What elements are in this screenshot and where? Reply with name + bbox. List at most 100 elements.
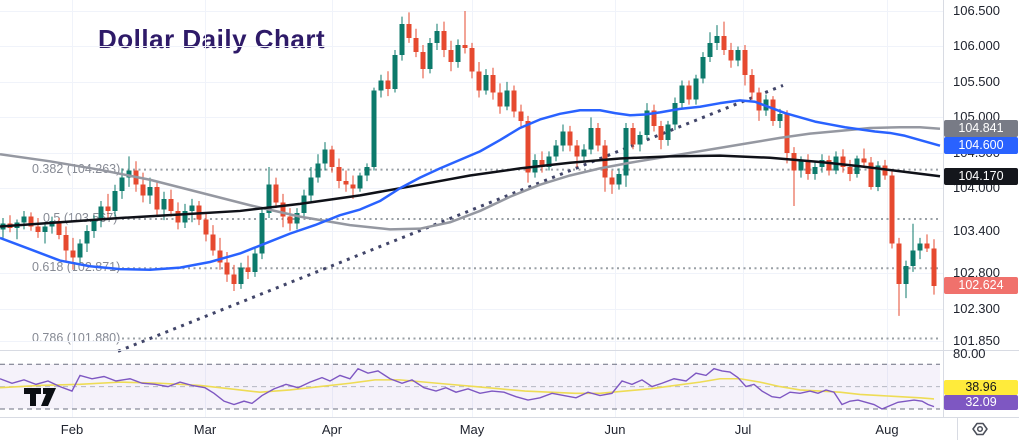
ma-black-line[interactable] (0, 154, 941, 228)
candle (567, 125, 573, 152)
candle (175, 202, 181, 230)
candle (105, 193, 111, 219)
candle (245, 255, 251, 280)
candle (434, 23, 440, 50)
candle (931, 239, 937, 295)
candle (455, 39, 461, 68)
candle (707, 32, 713, 63)
candle (84, 225, 90, 253)
candle (616, 168, 622, 190)
candle (749, 69, 755, 100)
candle (308, 166, 314, 202)
candle (546, 151, 552, 171)
candle (371, 87, 377, 171)
candle (77, 239, 83, 263)
candle (406, 12, 412, 43)
candle (448, 40, 454, 72)
candle (462, 11, 468, 54)
candle (231, 264, 237, 292)
candle (182, 203, 188, 228)
candle (322, 142, 328, 171)
candle (469, 42, 475, 79)
candle (791, 147, 797, 206)
candle (826, 155, 832, 176)
candle (875, 161, 881, 192)
candle (525, 115, 531, 183)
candle (350, 175, 356, 199)
candle (644, 103, 650, 141)
rsi-line[interactable] (0, 367, 935, 410)
fib-label-0382[interactable]: 0.382 (104.263) (32, 161, 121, 176)
candle (665, 120, 671, 146)
candle (154, 181, 160, 216)
candle (693, 74, 699, 105)
price-scale[interactable] (944, 0, 1019, 418)
candle (714, 25, 720, 50)
rsi-ma-line[interactable] (0, 377, 935, 400)
candle (147, 177, 153, 204)
candle (861, 148, 867, 167)
candle (399, 16, 405, 61)
ma-blue-line[interactable] (0, 99, 941, 272)
fib-label-0618[interactable]: 0.618 (102.871) (32, 260, 121, 275)
candle (889, 170, 895, 249)
candle (315, 154, 321, 183)
candle (770, 96, 776, 126)
candle (357, 172, 363, 192)
candle (287, 208, 293, 231)
candle (210, 225, 216, 256)
candle (679, 80, 685, 109)
candle (476, 62, 482, 98)
candle (847, 159, 853, 182)
candle (518, 104, 524, 128)
candle (392, 49, 398, 93)
ma-gray-line[interactable] (0, 126, 941, 231)
candle (294, 208, 300, 230)
pane-settings-icon[interactable] (972, 422, 988, 436)
page-title: Dollar Daily Chart (98, 24, 326, 54)
candle (385, 71, 391, 97)
candle (805, 154, 811, 180)
candle (497, 83, 503, 114)
candle (917, 237, 923, 260)
trendline-dotted[interactable] (117, 84, 784, 353)
candle (63, 226, 69, 262)
candle (637, 131, 643, 152)
candle (336, 158, 342, 189)
candle (280, 193, 286, 228)
candle (70, 237, 76, 270)
candle (728, 42, 734, 68)
candle (329, 145, 335, 173)
candle (658, 120, 664, 150)
candle (252, 248, 258, 277)
candle (98, 201, 104, 228)
candle (686, 80, 692, 105)
candle (259, 208, 265, 260)
candle (553, 140, 559, 162)
candle (735, 46, 741, 67)
candle (413, 28, 419, 58)
candle (896, 237, 902, 316)
candle (42, 222, 48, 244)
candle (490, 67, 496, 100)
candle (840, 149, 846, 173)
candle (343, 170, 349, 192)
candle (511, 85, 517, 118)
candle (924, 234, 930, 253)
time-scale[interactable] (0, 418, 1019, 440)
candle (504, 81, 510, 111)
candle (721, 21, 727, 55)
candle (812, 161, 818, 180)
candle (609, 170, 615, 194)
candle (420, 45, 426, 79)
candle (602, 140, 608, 192)
candle (483, 69, 489, 95)
tradingview-logo[interactable] (24, 388, 56, 406)
candle (14, 219, 20, 240)
candle (903, 260, 909, 299)
candle (623, 123, 629, 187)
candle (672, 97, 678, 131)
candle (700, 52, 706, 84)
